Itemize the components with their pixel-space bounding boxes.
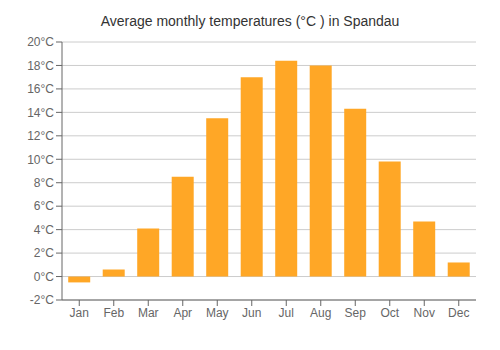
svg-text:12°C: 12°C [27,129,54,143]
svg-text:Aug: Aug [310,306,331,320]
svg-text:20°C: 20°C [27,35,54,49]
svg-text:Oct: Oct [380,306,399,320]
svg-text:Mar: Mar [138,306,159,320]
svg-text:Nov: Nov [414,306,435,320]
svg-text:0°C: 0°C [34,270,54,284]
svg-text:May: May [206,306,229,320]
html-text:Average monthly temperatures (: Average monthly temperatures (°C ) in Sp… [100,13,400,29]
svg-text:16°C: 16°C [27,82,54,96]
svg-text:Jan: Jan [70,306,89,320]
svg-text:Jul: Jul [279,306,294,320]
svg-text:2°C: 2°C [34,246,54,260]
svg-text:Sep: Sep [345,306,367,320]
svg-text:18°C: 18°C [27,59,54,73]
svg-text:6°C: 6°C [34,199,54,213]
svg-text:Apr: Apr [173,306,192,320]
svg-text:Jun: Jun [242,306,261,320]
svg-text:-2°C: -2°C [30,293,54,307]
svg-text:Dec: Dec [448,306,469,320]
svg-text:10°C: 10°C [27,153,54,167]
svg-text:4°C: 4°C [34,223,54,237]
svg-text:Feb: Feb [103,306,124,320]
svg-text:8°C: 8°C [34,176,54,190]
svg-text:14°C: 14°C [27,106,54,120]
